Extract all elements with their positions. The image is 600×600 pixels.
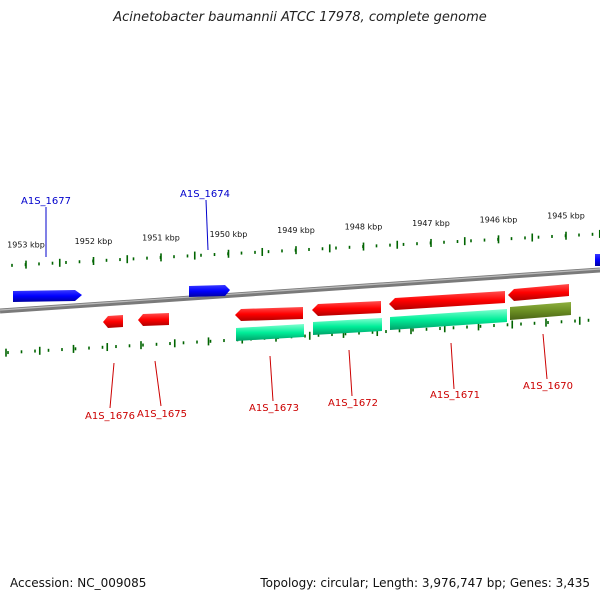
gene-A1S_1675[interactable] <box>138 313 169 326</box>
ruler-label: 1950 kbp <box>210 230 248 239</box>
ruler-label: 1949 kbp <box>277 226 315 235</box>
gene-A1S_1676[interactable] <box>103 315 123 328</box>
gene-arrow[interactable] <box>138 313 169 326</box>
gene-A1S_1671[interactable] <box>389 291 505 310</box>
feature-A1S_1670[interactable] <box>510 302 571 320</box>
gene-label-A1S_1670: A1S_1670 <box>523 381 573 392</box>
gene-right-edge[interactable] <box>595 254 600 266</box>
ruler-label: 1947 kbp <box>412 219 450 228</box>
ruler-outer <box>11 229 600 269</box>
gene-label-A1S_1671: A1S_1671 <box>430 390 480 401</box>
genome-backbone-highlight <box>0 268 600 311</box>
cds-A1S_1673[interactable] <box>236 324 304 341</box>
gene-arrow[interactable] <box>312 301 381 316</box>
gene-label-A1S_1672: A1S_1672 <box>328 398 378 409</box>
ruler-label: 1952 kbp <box>75 237 113 246</box>
gene-label-A1S_1675: A1S_1675 <box>137 409 187 420</box>
gene-label-A1S_1673: A1S_1673 <box>249 403 299 414</box>
genome-summary-text: Topology: circular; Length: 3,976,747 bp… <box>260 576 590 590</box>
gene-arrow[interactable] <box>235 307 303 321</box>
gene-A1S_1673[interactable] <box>235 307 303 321</box>
gene-A1S_1677[interactable] <box>13 290 82 302</box>
gene-arrow[interactable] <box>389 291 505 310</box>
gene-label-A1S_1677: A1S_1677 <box>21 196 71 207</box>
gene-label-A1S_1676: A1S_1676 <box>85 411 135 422</box>
ruler-label: 1948 kbp <box>345 223 383 232</box>
accession-text: Accession: NC_009085 <box>10 576 147 590</box>
ruler-label: 1953 kbp <box>7 241 45 250</box>
gene-A1S_1672[interactable] <box>312 301 381 316</box>
gene-arrow[interactable] <box>189 285 230 297</box>
gene-arrow[interactable] <box>13 290 82 302</box>
gene-A1S_1674[interactable] <box>189 285 230 297</box>
gene-arrow[interactable] <box>103 315 123 328</box>
gene-A1S_1670[interactable] <box>508 284 569 301</box>
cds-A1S_1672[interactable] <box>313 318 382 335</box>
ruler-label: 1951 kbp <box>142 233 180 242</box>
gene-label-A1S_1674: A1S_1674 <box>180 189 230 200</box>
gene-label-lines <box>45 199 548 409</box>
ruler-label: 1946 kbp <box>480 215 518 224</box>
cds-A1S_1671[interactable] <box>390 309 507 330</box>
ruler-labels: 1953 kbp 1952 kbp 1951 kbp 1950 kbp 1949 kbp… <box>7 212 585 250</box>
gene-arrow[interactable] <box>595 254 600 266</box>
ruler-label: 1945 kbp <box>547 212 585 221</box>
gene-arrow[interactable] <box>508 284 569 301</box>
genome-backbone <box>0 267 600 314</box>
map-title: Acinetobacter baumannii ATCC 17978, comp… <box>113 10 487 25</box>
